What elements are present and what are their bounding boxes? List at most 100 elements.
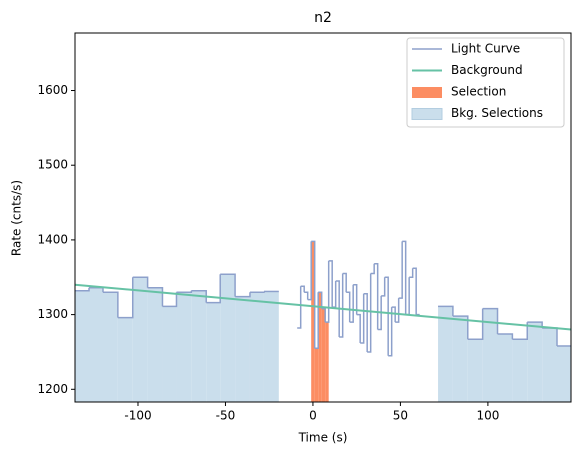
light-curve-step bbox=[75, 287, 90, 292]
legend-swatch bbox=[411, 108, 443, 120]
light-curve-step bbox=[311, 240, 316, 349]
light-curve-step bbox=[307, 241, 312, 301]
axes-frame bbox=[74, 32, 572, 403]
selection-fill bbox=[147, 287, 163, 402]
selection-fill bbox=[318, 292, 322, 402]
legend-box bbox=[406, 37, 565, 128]
selection-fill bbox=[438, 306, 453, 402]
y-tick-label: 1300 bbox=[37, 307, 68, 321]
selection-fill bbox=[206, 302, 221, 402]
selection-fill bbox=[542, 328, 558, 402]
light-curve-step bbox=[412, 267, 417, 315]
light-curve-step bbox=[176, 290, 193, 293]
selection-fill bbox=[512, 339, 528, 402]
light-curve-step bbox=[328, 260, 333, 308]
light-curve-step bbox=[300, 285, 305, 293]
selection-fill bbox=[311, 241, 315, 402]
light-curve-step bbox=[497, 333, 514, 340]
light-curve-step bbox=[409, 268, 414, 279]
light-curve-step bbox=[220, 273, 236, 297]
light-curve-step bbox=[395, 298, 400, 323]
x-axis-label: Time (s) bbox=[298, 431, 348, 445]
light-curve-step bbox=[117, 277, 134, 319]
light-curve-step bbox=[325, 260, 330, 323]
selection-fill bbox=[88, 287, 103, 402]
light-curve-step bbox=[249, 291, 265, 293]
selection-fill bbox=[497, 334, 513, 402]
light-curve-step bbox=[391, 306, 396, 323]
light-curve-step bbox=[467, 308, 484, 341]
light-curve-step bbox=[353, 283, 358, 315]
light-curve-step bbox=[191, 289, 207, 303]
selection-fill bbox=[482, 308, 498, 402]
light-curve-step bbox=[321, 307, 326, 323]
selection-fill bbox=[102, 292, 118, 402]
legend-label: Background bbox=[451, 63, 523, 77]
light-curve-step bbox=[147, 286, 164, 307]
y-tick-label: 1400 bbox=[37, 232, 68, 246]
selection-fill bbox=[314, 348, 319, 402]
y-tick-label: 1200 bbox=[37, 382, 68, 396]
selection-fill bbox=[75, 290, 89, 402]
light-curve-step bbox=[346, 291, 351, 323]
x-tick-label: 50 bbox=[393, 409, 408, 423]
light-curve-step bbox=[377, 295, 382, 331]
legend-label: Light Curve bbox=[451, 42, 520, 56]
light-curve-step bbox=[363, 292, 368, 352]
selection-fill bbox=[325, 322, 329, 402]
light-curve-step bbox=[367, 273, 372, 353]
light-curve-step bbox=[335, 280, 340, 338]
light-curve-step bbox=[235, 292, 251, 298]
background-line bbox=[74, 283, 572, 331]
legend-label: Selection bbox=[451, 85, 506, 99]
selection-fill bbox=[467, 339, 483, 402]
light-curve-step bbox=[381, 277, 386, 297]
light-curve-step bbox=[102, 291, 119, 318]
legend-swatch bbox=[412, 87, 442, 98]
selection-fill bbox=[557, 345, 571, 402]
y-tick-label: 1600 bbox=[37, 83, 68, 97]
light-curve-step bbox=[512, 322, 529, 341]
light-curve-step bbox=[402, 240, 407, 315]
selection-fill bbox=[162, 306, 177, 402]
light-curve-step bbox=[388, 307, 393, 357]
light-curve-step bbox=[452, 315, 469, 340]
selection-fill bbox=[132, 277, 148, 402]
light-curve-step bbox=[374, 263, 379, 330]
selection-fill bbox=[220, 274, 236, 402]
light-curve-step bbox=[339, 273, 344, 338]
light-curve-step bbox=[206, 274, 221, 304]
light-curve-step bbox=[349, 284, 354, 323]
light-curve-step bbox=[318, 291, 323, 309]
selection-fill bbox=[249, 292, 264, 402]
light-curve-step bbox=[370, 263, 375, 275]
light-curve-step bbox=[342, 272, 347, 293]
selection-fill bbox=[321, 308, 326, 402]
light-curve-step bbox=[314, 292, 319, 349]
light-curve-step bbox=[304, 291, 309, 300]
selection-fill bbox=[235, 296, 250, 402]
selection-fill bbox=[176, 292, 192, 402]
x-tick-label: 0 bbox=[309, 409, 317, 423]
y-tick-label: 1500 bbox=[37, 158, 68, 172]
selection-fill bbox=[191, 290, 207, 402]
legend-label: Bkg. Selections bbox=[451, 106, 543, 120]
selection-fill bbox=[117, 317, 133, 402]
light-curve-step bbox=[132, 276, 149, 288]
x-tick-label: -100 bbox=[124, 409, 151, 423]
chart-title: n2 bbox=[314, 10, 332, 26]
x-tick-label: 100 bbox=[476, 409, 499, 423]
light-curve-step bbox=[297, 286, 302, 329]
light-curve-step bbox=[438, 305, 454, 317]
light-curve-step bbox=[482, 307, 499, 335]
x-tick-label: -50 bbox=[216, 409, 236, 423]
selection-fill bbox=[527, 322, 543, 402]
light-curve-step bbox=[398, 241, 403, 299]
selection-fill bbox=[263, 291, 279, 402]
selection-fill bbox=[452, 316, 468, 402]
light-curve-step bbox=[384, 276, 389, 356]
light-curve-step bbox=[356, 313, 361, 343]
y-axis-label: Rate (cnts/s) bbox=[10, 180, 24, 256]
light-curve-step bbox=[162, 292, 178, 308]
